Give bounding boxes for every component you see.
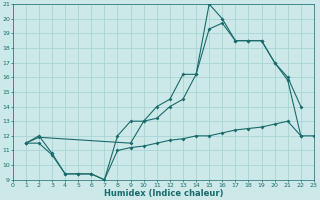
X-axis label: Humidex (Indice chaleur): Humidex (Indice chaleur): [104, 189, 223, 198]
